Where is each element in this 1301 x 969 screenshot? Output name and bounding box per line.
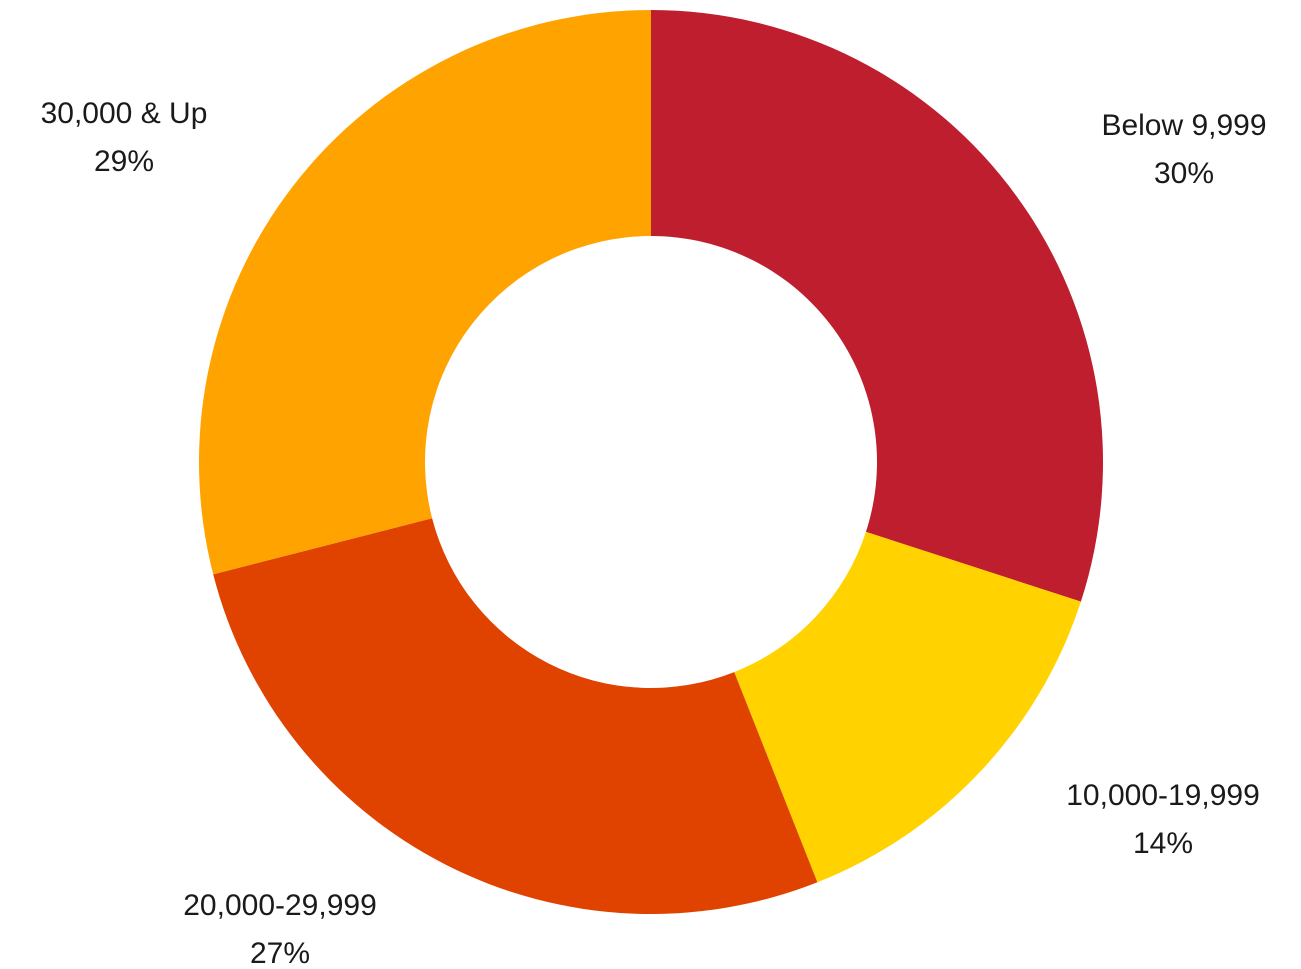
slice-label-20000-29999: 20,000-29,999 27%: [183, 882, 377, 969]
slice-label-percent: 27%: [249, 937, 311, 969]
donut-slice-below-9-999: [651, 10, 1103, 602]
slice-label-percent: 30%: [1153, 157, 1215, 190]
slice-label-name: 10,000-19,999: [1066, 779, 1260, 812]
slice-label-name: 20,000-29,999: [183, 889, 377, 922]
slice-label-percent: 14%: [1132, 827, 1194, 860]
slice-label-name: 30,000 & Up: [40, 97, 208, 130]
slice-label-name: Below 9,999: [1101, 109, 1267, 142]
donut-slice-30-000-up: [198, 10, 651, 575]
donut-slice-20-000-29-999: [213, 518, 818, 914]
slice-label-30000-up: 30,000 & Up 29%: [41, 90, 208, 186]
slice-label-percent: 29%: [93, 145, 155, 178]
donut-slice-10-000-19-999: [734, 531, 1081, 883]
slice-label-below-9999: Below 9,999 30%: [1101, 102, 1266, 198]
slice-label-10000-19999: 10,000-19,999 14%: [1066, 772, 1260, 868]
